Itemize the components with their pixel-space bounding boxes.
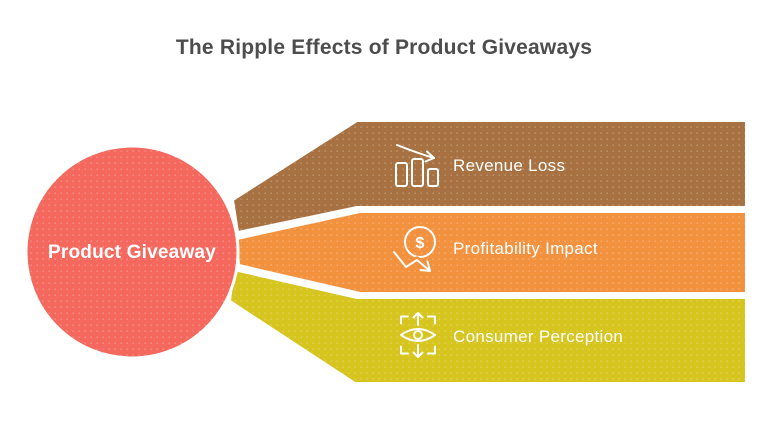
perception-eye-icon xyxy=(400,312,436,358)
branch-shape-revenue-loss-texture xyxy=(233,121,746,232)
branch-label-revenue-loss: Revenue Loss xyxy=(453,156,566,175)
branch-shape-consumer-perception-texture xyxy=(230,270,746,383)
branch-label-profitability-impact: Profitability Impact xyxy=(453,239,598,258)
page-title: The Ripple Effects of Product Giveaways xyxy=(175,36,593,59)
branch-shape-profitability-impact-texture xyxy=(237,212,746,293)
center-node-label: Product Giveaway xyxy=(48,242,216,263)
declining-bar-chart-icon xyxy=(395,144,439,187)
branch-label-consumer-perception: Consumer Perception xyxy=(453,327,624,346)
dollar-glyph: $ xyxy=(416,235,425,252)
center-node-circle-texture xyxy=(26,146,238,358)
dollar-decline-icon: $ xyxy=(390,226,436,275)
